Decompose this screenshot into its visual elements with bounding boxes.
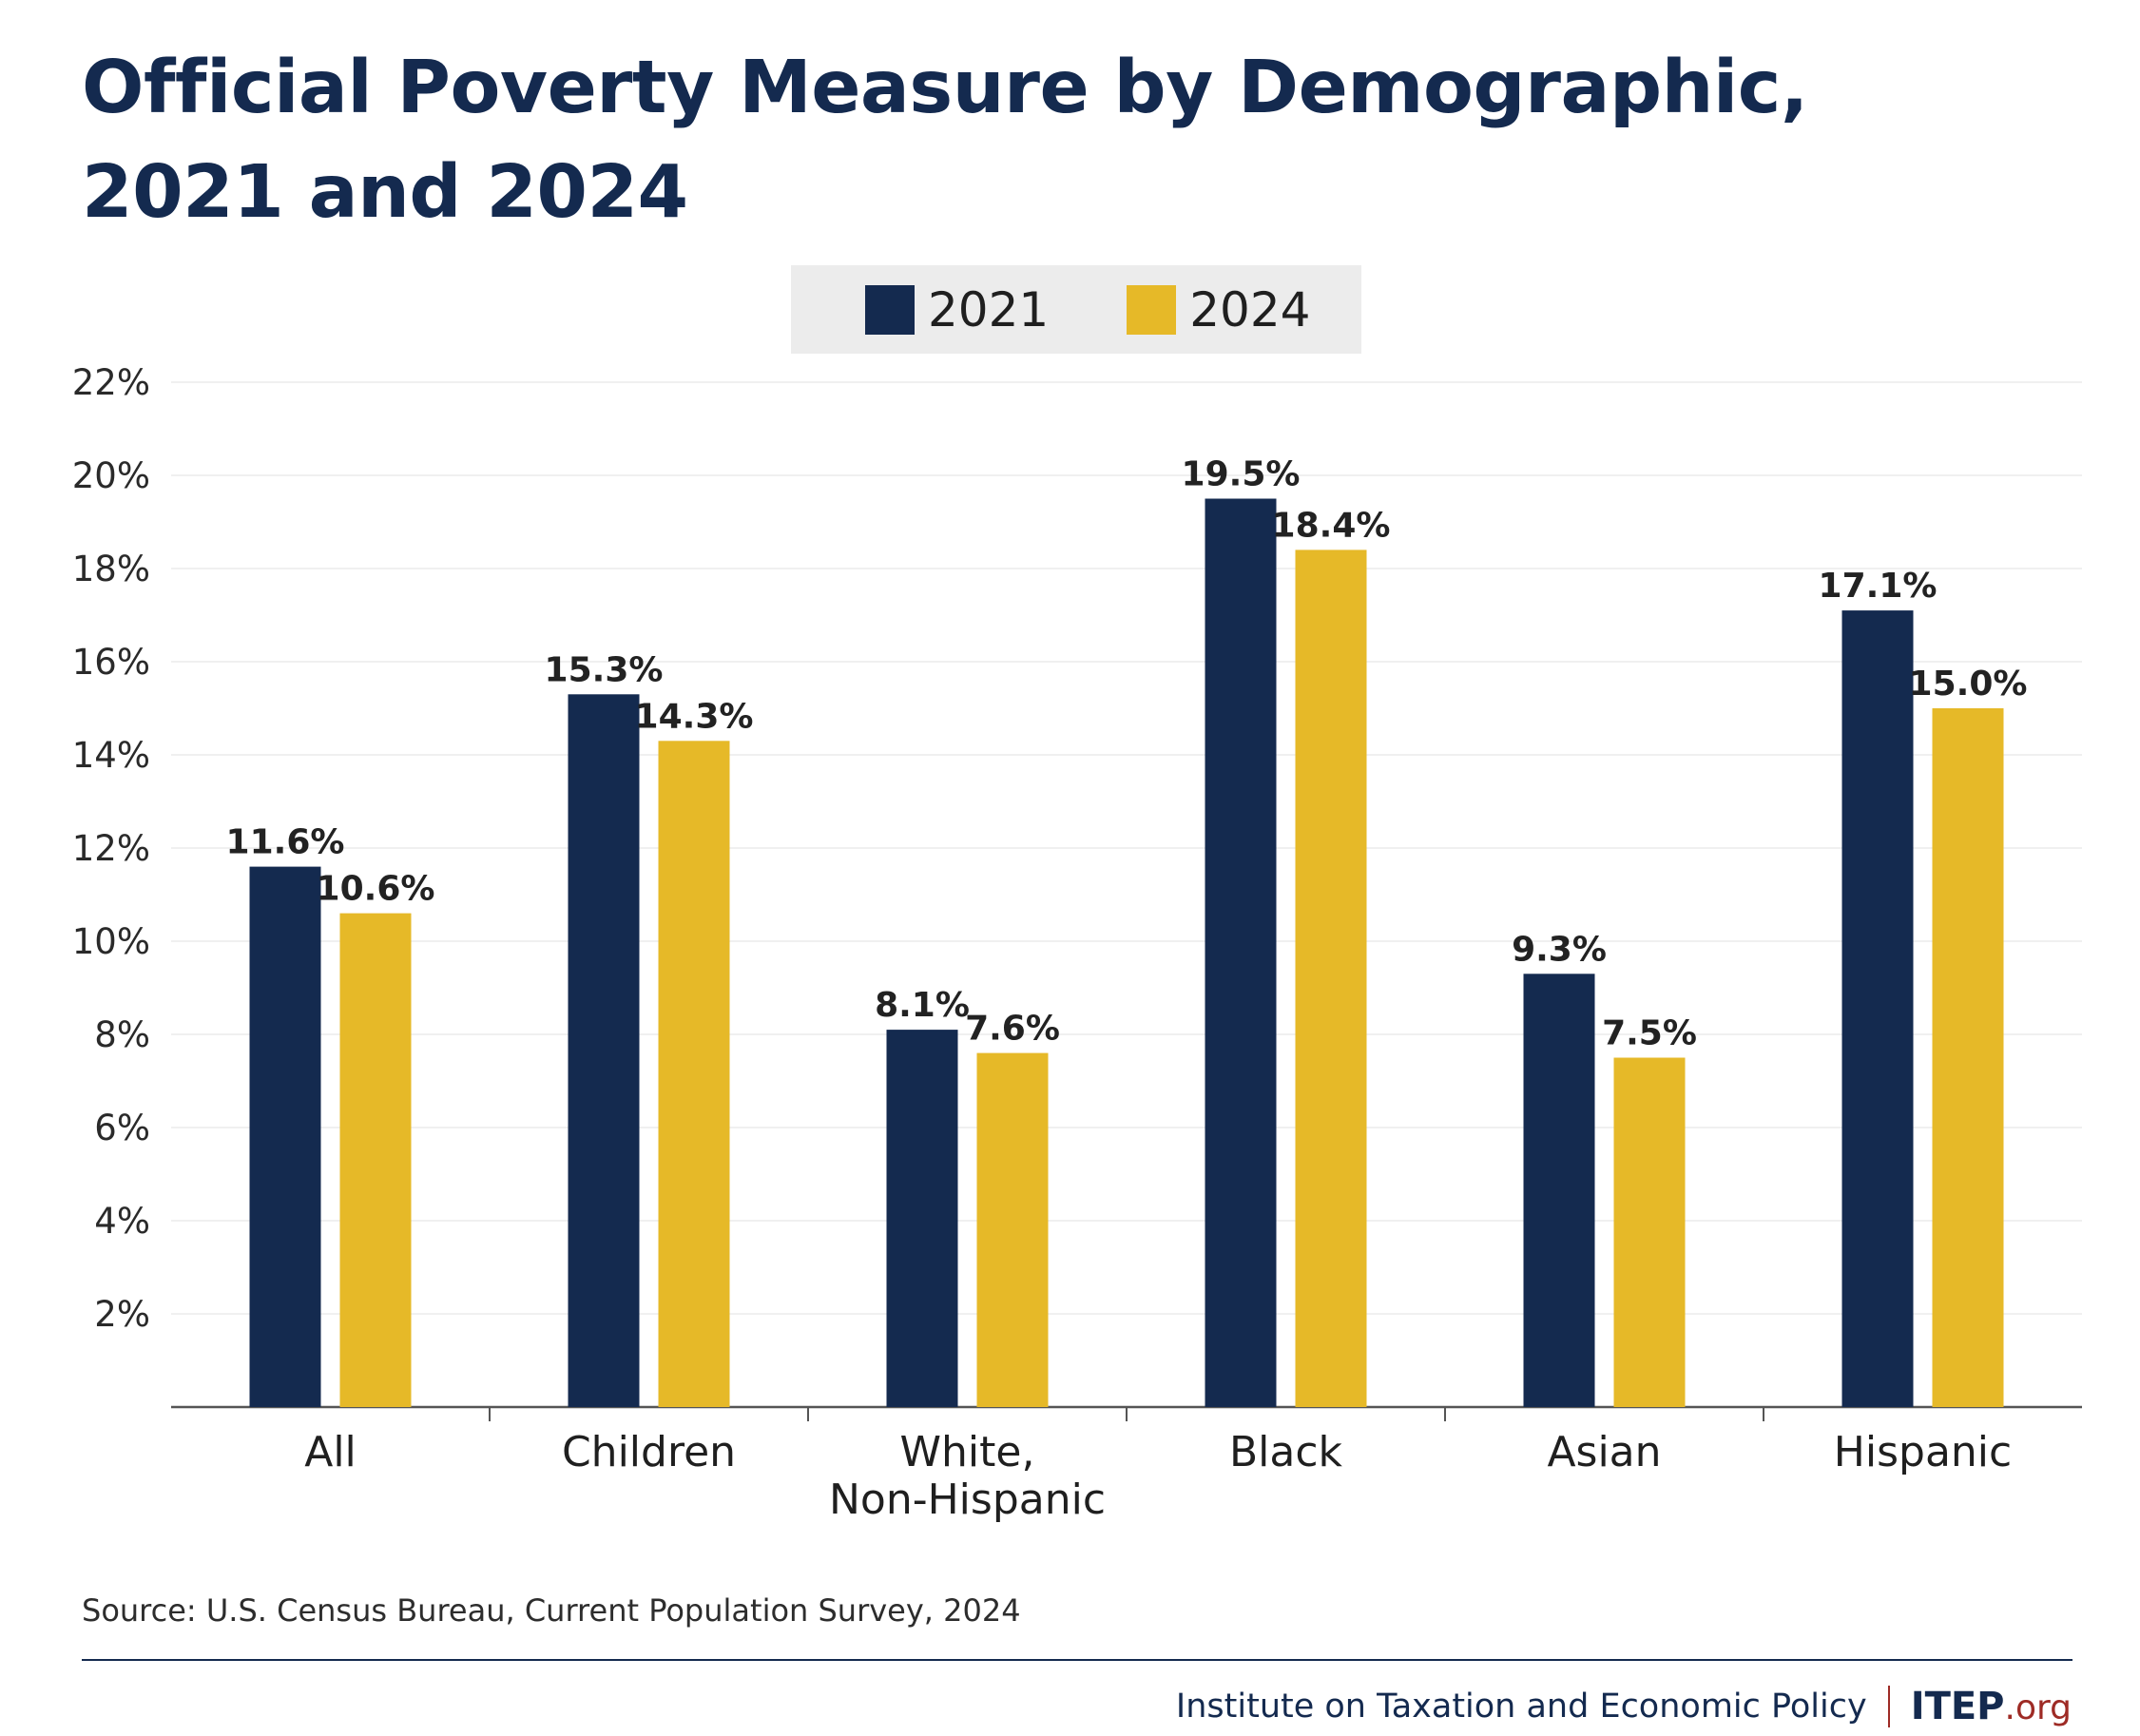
footer-separator <box>1887 1686 1890 1727</box>
bar-2024 <box>1295 550 1367 1407</box>
x-category-label: White, <box>900 1428 1035 1476</box>
logo-suffix-text: .org <box>2004 1688 2073 1727</box>
bar-2021 <box>1841 610 1914 1407</box>
footer-divider-line <box>82 1659 2073 1661</box>
y-tick-label: 14% <box>72 735 150 776</box>
data-label-2024: 18.4% <box>1272 506 1391 545</box>
x-category-label: Black <box>1229 1428 1343 1476</box>
y-tick-label: 6% <box>94 1108 150 1148</box>
bar-2024 <box>976 1052 1049 1407</box>
legend-item-2024: 2024 <box>1127 281 1311 338</box>
y-tick-label: 8% <box>94 1014 150 1055</box>
data-label-2024: 10.6% <box>317 870 435 909</box>
legend-label-2024: 2024 <box>1189 281 1311 338</box>
bar-2024 <box>339 913 412 1407</box>
legend-label-2021: 2021 <box>928 281 1050 338</box>
chart-title: Official Poverty Measure by Demographic,… <box>82 36 1888 245</box>
bar-2021 <box>886 1030 958 1407</box>
y-tick-label: 4% <box>94 1201 150 1242</box>
data-label-2024: 7.6% <box>965 1010 1060 1049</box>
y-tick-label: 12% <box>72 828 150 869</box>
x-category-label: Children <box>562 1428 736 1476</box>
bar-2021 <box>1523 974 1595 1407</box>
itep-logo: ITEP.org <box>1911 1685 2072 1728</box>
y-tick-label: 10% <box>72 921 150 962</box>
y-tick-label: 22% <box>72 362 150 403</box>
data-label-2021: 11.6% <box>226 823 345 862</box>
y-tick-label: 2% <box>94 1294 150 1335</box>
logo-main-text: ITEP <box>1910 1685 2005 1728</box>
source-note: Source: U.S. Census Bureau, Current Popu… <box>82 1592 1021 1629</box>
data-label-2021: 9.3% <box>1512 930 1607 969</box>
data-label-2021: 8.1% <box>875 986 970 1025</box>
bar-2024 <box>658 741 730 1407</box>
bar-2024 <box>1613 1057 1686 1407</box>
footer: Institute on Taxation and Economic Polic… <box>1176 1685 2072 1728</box>
data-label-2024: 15.0% <box>1909 665 2028 704</box>
data-label-2024: 14.3% <box>635 697 754 736</box>
data-label-2021: 15.3% <box>545 650 664 689</box>
chart-title-line-1: Official Poverty Measure by Demographic, <box>82 46 1808 130</box>
legend-item-2021: 2021 <box>865 282 1049 338</box>
data-label-2021: 19.5% <box>1182 455 1301 494</box>
chart-title-line-2: 2021 and 2024 <box>82 150 688 235</box>
x-category-label: All <box>304 1428 357 1476</box>
y-tick-label: 20% <box>72 455 150 496</box>
legend-swatch-2024 <box>1127 284 1177 335</box>
x-category-label: Asian <box>1547 1428 1661 1476</box>
bar-2021 <box>568 694 640 1407</box>
x-category-label: Non-Hispanic <box>829 1476 1106 1524</box>
bar-chart: 2% 4% 6% 8% 10% 12% 14% 16% 18% 20% 22% 11.6% 10.6% A… <box>72 362 2082 1524</box>
bar-2021 <box>1205 498 1277 1407</box>
legend-swatch-2021 <box>865 284 915 335</box>
bar-2024 <box>1932 708 2004 1407</box>
bar-2021 <box>249 866 321 1407</box>
y-tick-label: 18% <box>72 549 150 589</box>
x-category-label: Hispanic <box>1834 1428 2012 1476</box>
data-label-2024: 7.5% <box>1602 1014 1697 1053</box>
data-label-2021: 17.1% <box>1819 567 1938 606</box>
y-tick-label: 16% <box>72 642 150 683</box>
chart-legend: 2021 2024 <box>791 265 1361 354</box>
organization-name: Institute on Taxation and Economic Polic… <box>1175 1688 1867 1726</box>
